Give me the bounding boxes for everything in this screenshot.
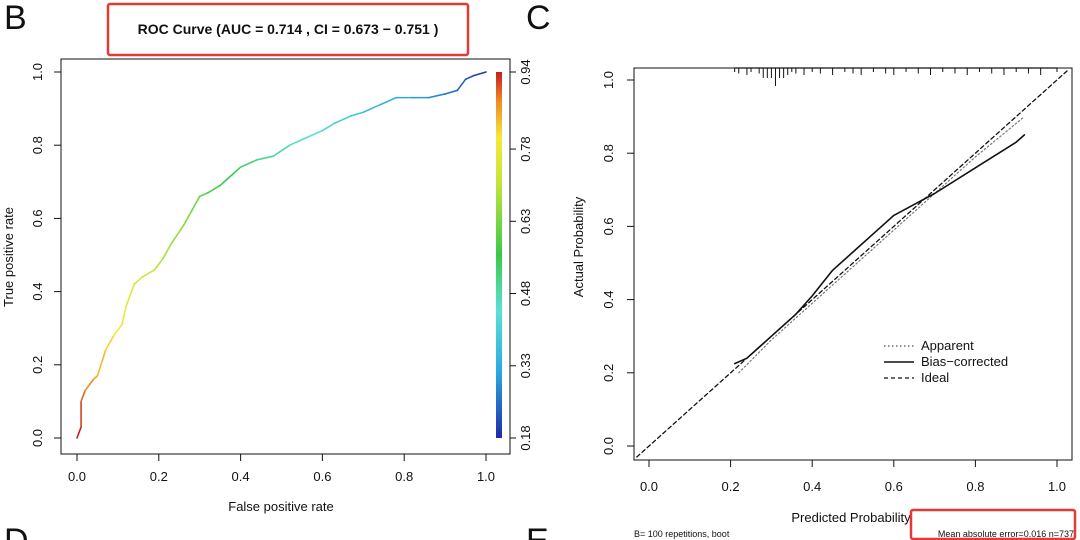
roc-curve-segment: [198, 191, 209, 198]
roc-curve-segment: [464, 74, 475, 81]
calib-footnote-highlight-box: [909, 508, 1077, 540]
roc-curve-segment: [333, 115, 352, 125]
calib-series-line: [636, 68, 1070, 458]
calib-y-axis: 0.0 0.2 0.4 0.6 0.8 1.0: [601, 71, 634, 455]
roc-curve-segment: [350, 111, 365, 117]
calib-x-label: Predicted Probability: [791, 510, 911, 525]
roc-x-tick-label: 1.0: [477, 469, 495, 484]
legend-label-bias-corrected: Bias−corrected: [921, 354, 1008, 369]
roc-curve-segment: [153, 257, 164, 271]
calib-footnote-left: B= 100 repetitions, boot: [634, 529, 730, 539]
colorbar-tick-label: 0.48: [518, 281, 533, 306]
calib-y-tick-label: 0.4: [601, 291, 616, 309]
roc-curve-segment: [305, 129, 324, 139]
calib-y-tick-label: 0.0: [601, 437, 616, 455]
roc-title: ROC Curve (AUC = 0.714 , CI = 0.673 − 0.…: [138, 21, 439, 37]
roc-x-tick-label: 0.4: [232, 469, 250, 484]
roc-x-tick-label: 0.2: [150, 469, 168, 484]
legend-label-apparent: Apparent: [921, 338, 974, 353]
calib-y-tick-label: 0.8: [601, 144, 616, 162]
roc-curve-segment: [162, 243, 172, 260]
roc-colorbar-ticks: 0.18 0.33 0.48 0.63 0.78 0.94: [510, 59, 533, 451]
calib-x-tick-label: 0.8: [966, 479, 984, 494]
panel-letter-c: C: [526, 0, 551, 37]
roc-x-label: False positive rate: [228, 499, 334, 514]
calib-legend: Apparent Bias−corrected Ideal: [884, 338, 1008, 385]
roc-curve: [76, 71, 487, 439]
calib-x-tick-label: 0.0: [640, 479, 658, 494]
roc-y-tick-label: 0.8: [30, 136, 45, 154]
roc-x-tick-label: 0.8: [395, 469, 413, 484]
calib-x-tick-label: 1.0: [1048, 479, 1066, 494]
roc-y-tick-label: 0.6: [30, 209, 45, 227]
roc-curve-segment: [288, 137, 307, 146]
roc-curve-segment: [321, 122, 336, 132]
roc-y-tick-label: 0.0: [30, 429, 45, 447]
calib-x-tick-label: 0.6: [885, 479, 903, 494]
calib-y-tick-label: 0.2: [601, 364, 616, 382]
roc-plot-frame: [60, 58, 511, 455]
roc-curve-segment: [113, 323, 123, 337]
roc-y-tick-label: 0.4: [30, 283, 45, 301]
roc-colorbar: [496, 72, 502, 438]
panel-letter-b: B: [4, 0, 27, 37]
calib-x-tick-label: 0.4: [803, 479, 821, 494]
roc-curve-segment: [125, 283, 136, 308]
roc-curve-segment: [170, 224, 185, 245]
roc-x-axis: 0.0 0.2 0.4 0.6 0.8 1.0: [68, 454, 495, 484]
roc-curve-segment: [133, 276, 144, 286]
roc-x-tick-label: 0.0: [68, 469, 86, 484]
calib-x-tick-label: 0.2: [722, 479, 740, 494]
roc-curve-segment: [362, 104, 381, 114]
calib-y-label: Actual Probability: [571, 196, 586, 297]
roc-curve-segment: [239, 159, 258, 168]
roc-curve-segment: [76, 426, 82, 439]
roc-curve-segment: [256, 155, 275, 161]
roc-y-axis: 0.0 0.2 0.4 0.6 0.8 1.0: [30, 63, 61, 447]
roc-curve-segment: [92, 374, 99, 381]
roc-curve-segment: [96, 349, 107, 377]
roc-curve-segment: [121, 305, 127, 326]
panel-letter-d: D: [4, 522, 29, 540]
colorbar-tick-label: 0.94: [518, 59, 533, 84]
roc-curve-segment: [84, 378, 95, 392]
panel-letter-e: E: [526, 522, 549, 540]
colorbar-tick-label: 0.18: [518, 425, 533, 450]
legend-label-ideal: Ideal: [921, 370, 949, 385]
roc-curve-segment: [427, 93, 446, 99]
roc-curve-segment: [190, 195, 201, 212]
roc-curve-segment: [444, 89, 459, 95]
calib-rug: [734, 67, 1058, 86]
roc-y-label: True positive rate: [1, 207, 16, 307]
roc-curve-segment: [207, 184, 221, 194]
roc-curve-segment: [182, 210, 193, 227]
roc-curve-segment: [272, 144, 291, 157]
calib-y-tick-label: 1.0: [601, 71, 616, 89]
roc-y-tick-label: 1.0: [30, 63, 45, 81]
roc-y-tick-label: 0.2: [30, 356, 45, 374]
roc-curve-segment: [472, 71, 487, 77]
calib-series: [636, 68, 1070, 458]
colorbar-tick-label: 0.78: [518, 136, 533, 161]
roc-curve-segment: [219, 173, 234, 187]
colorbar-tick-label: 0.63: [518, 209, 533, 234]
colorbar-tick-label: 0.33: [518, 353, 533, 378]
roc-x-tick-label: 0.6: [313, 469, 331, 484]
calib-footnote-right: Mean absolute error=0.016 n=737: [938, 529, 1074, 539]
calib-series-line: [738, 115, 1026, 374]
roc-curve-segment: [456, 78, 467, 92]
calib-x-axis: 0.0 0.2 0.4 0.6 0.8 1.0: [640, 460, 1066, 494]
calib-y-tick-label: 0.6: [601, 217, 616, 235]
roc-curve-segment: [141, 268, 156, 278]
roc-curve-segment: [104, 334, 115, 351]
roc-curve-segment: [231, 166, 242, 176]
roc-curve-segment: [378, 96, 397, 106]
roc-title-highlight-box: [106, 2, 470, 57]
roc-curve-segment: [80, 389, 86, 403]
